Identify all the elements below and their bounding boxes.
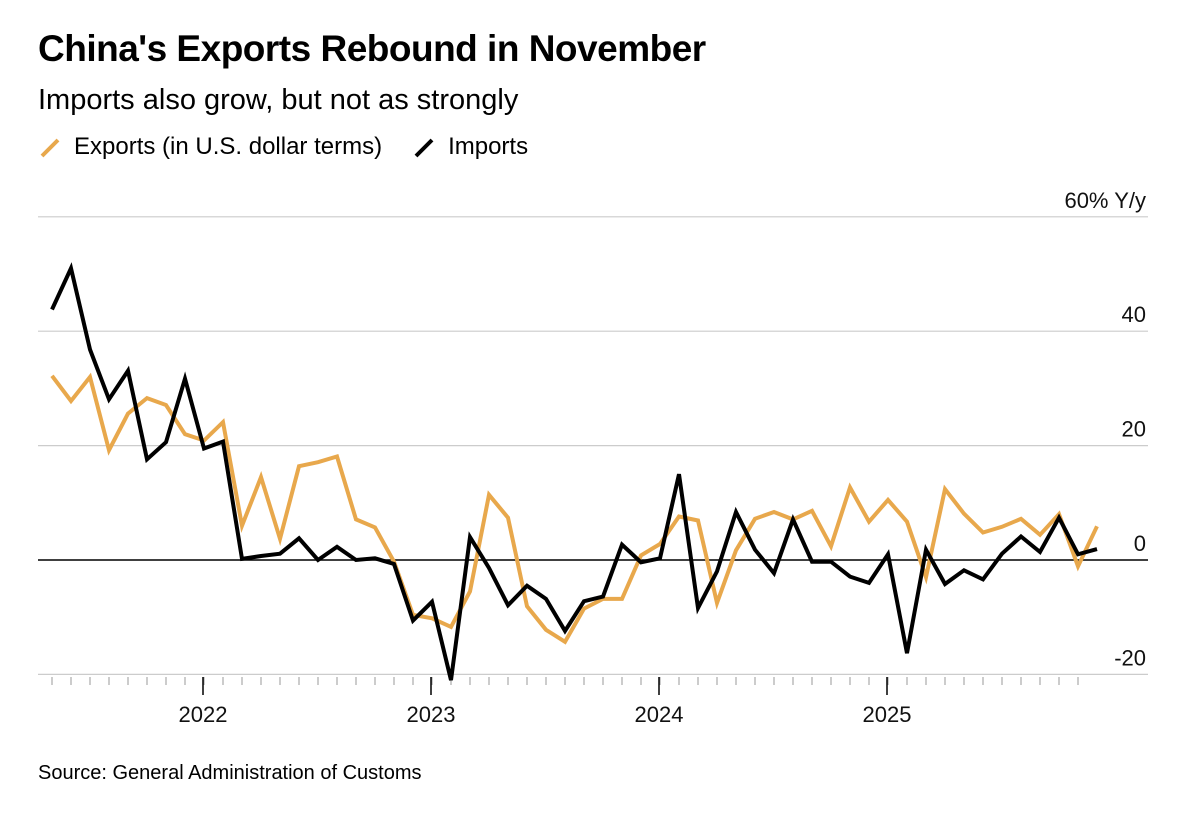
legend-label-exports: Exports (in U.S. dollar terms) bbox=[74, 133, 383, 160]
x-tick-label: 2024 bbox=[635, 702, 684, 727]
imports-series-line bbox=[50, 262, 1098, 681]
source-note: Source: General Administration of Custom… bbox=[38, 762, 422, 784]
legend: Exports (in U.S. dollar terms) Imports bbox=[38, 133, 558, 161]
chart-subtitle: Imports also grow, but not as strongly bbox=[38, 84, 519, 116]
y-tick-label: 20 bbox=[1122, 417, 1146, 442]
legend-item-imports: Imports bbox=[412, 133, 528, 161]
slash-line-icon bbox=[414, 138, 434, 158]
exports-series-line bbox=[50, 372, 1099, 645]
chart-title: China's Exports Rebound in November bbox=[38, 28, 706, 69]
y-tick-label: -20 bbox=[1114, 645, 1146, 670]
x-tick-label: 2023 bbox=[407, 702, 456, 727]
imports-legend-line bbox=[414, 138, 434, 158]
x-tick-label: 2025 bbox=[863, 702, 912, 727]
slash-line-icon bbox=[40, 138, 60, 158]
legend-label-imports: Imports bbox=[448, 133, 529, 160]
y-tick-label: 40 bbox=[1122, 302, 1146, 327]
legend-item-exports: Exports (in U.S. dollar terms) bbox=[38, 133, 382, 161]
y-tick-label: 0 bbox=[1134, 531, 1146, 556]
x-tick-label: 2022 bbox=[179, 702, 228, 727]
exports-legend-line bbox=[40, 138, 60, 158]
y-tick-label: 60% Y/y bbox=[1064, 188, 1146, 213]
